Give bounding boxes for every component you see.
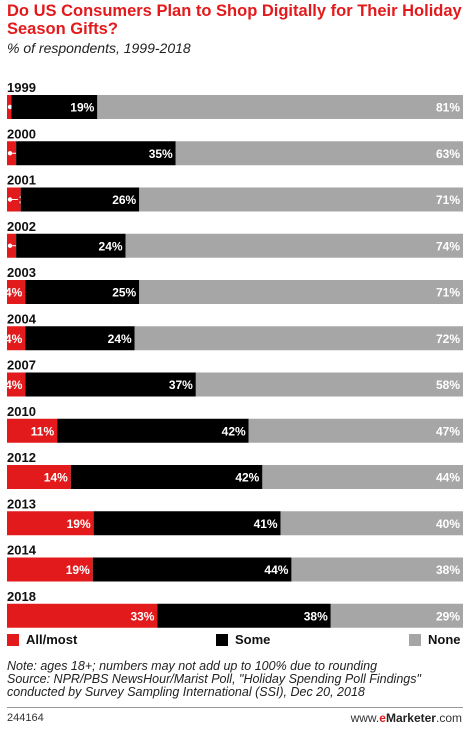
- bar-all-most-2004: [7, 326, 26, 351]
- chart-id: 244164: [7, 712, 44, 724]
- year-label-2000: 2000: [7, 126, 36, 141]
- value-label-some-2014: 44%: [264, 563, 288, 577]
- value-label-some-2018: 38%: [304, 609, 328, 623]
- bar-some-2013: [93, 511, 281, 536]
- brand-prefix: www.: [350, 711, 380, 725]
- bar-none-2004: [134, 326, 463, 351]
- bar-some-2004: [25, 326, 135, 351]
- year-label-2012: 2012: [7, 450, 36, 465]
- source-line-2: conducted by Survey Sampling Internation…: [7, 685, 365, 700]
- value-label-all-most-2004: 4%: [5, 332, 23, 346]
- year-label-2001: 2001: [7, 173, 36, 188]
- year-label-2014: 2014: [7, 543, 37, 558]
- bar-some-2014: [92, 557, 292, 582]
- legend-label-all-most: All/most: [26, 632, 78, 647]
- value-label-some-2001: 26%: [112, 193, 136, 207]
- value-label-none-2018: 29%: [436, 609, 460, 623]
- legend-swatch-none: [409, 633, 421, 646]
- year-label-2018: 2018: [7, 589, 36, 604]
- legend-label-some: Some: [235, 632, 271, 647]
- value-label-some-2000: 35%: [149, 147, 173, 161]
- value-label-some-2003: 25%: [112, 286, 136, 300]
- chart-title: Do US Consumers Plan to Shop Digitally f…: [7, 2, 462, 38]
- bar-none-2012: [262, 465, 463, 489]
- chart-subtitle: % of respondents, 1999-2018: [7, 40, 191, 56]
- legend-item-none: None: [409, 632, 461, 647]
- value-label-none-1999: 81%: [436, 101, 460, 115]
- bar-none-2002: [125, 233, 463, 258]
- stacked-bar-chart: 19991%19%81%20002%35%63%20013%26%71%2002…: [5, 80, 464, 628]
- value-label-none-2012: 44%: [436, 471, 460, 485]
- legend-swatch-some: [216, 633, 228, 646]
- value-label-some-2007: 37%: [169, 378, 193, 392]
- bar-all-most-2012: [7, 465, 71, 489]
- bar-some-1999: [11, 95, 98, 119]
- value-label-some-2013: 41%: [254, 517, 278, 531]
- value-label-none-2004: 72%: [436, 332, 460, 346]
- bar-all-most-2018: [7, 603, 158, 628]
- bar-none-2013: [280, 511, 463, 536]
- legend-item-all-most: All/most: [7, 632, 77, 647]
- note-text: Note: ages 18+; numbers may not add up t…: [7, 659, 378, 673]
- bar-some-2010: [57, 418, 249, 443]
- value-label-none-2000: 63%: [436, 147, 460, 161]
- value-label-none-2014: 38%: [436, 563, 460, 577]
- year-label-2004: 2004: [7, 311, 37, 326]
- bar-none-2001: [139, 187, 464, 212]
- bar-none-2018: [330, 603, 463, 628]
- brand-name: Marketer: [385, 711, 436, 725]
- bar-all-most-2007: [7, 372, 26, 397]
- value-label-some-2004: 24%: [108, 332, 132, 346]
- value-label-all-most-2003: 4%: [5, 286, 23, 300]
- bar-some-2001: [20, 187, 140, 212]
- value-label-none-2007: 58%: [436, 378, 460, 392]
- brand-link[interactable]: www.eMarketer.com: [351, 711, 462, 725]
- source-line-1: Source: NPR/PBS NewsHour/Marist Poll, "H…: [7, 672, 421, 687]
- year-label-1999: 1999: [7, 80, 36, 95]
- value-label-none-2001: 71%: [436, 193, 460, 207]
- value-label-some-1999: 19%: [70, 101, 94, 115]
- value-label-all-most-2014: 19%: [66, 563, 90, 577]
- legend-item-some: Some: [216, 632, 270, 647]
- value-label-all-most-2018: 33%: [130, 609, 154, 623]
- value-label-none-2003: 71%: [436, 286, 460, 300]
- year-label-2010: 2010: [7, 404, 36, 419]
- value-label-all-most-2007: 4%: [5, 378, 23, 392]
- legend-label-none: None: [428, 632, 461, 647]
- bar-none-1999: [97, 95, 463, 119]
- bar-some-2007: [25, 372, 196, 397]
- footnote: Note: ages 18+; numbers may not add up t…: [7, 659, 462, 700]
- year-label-2003: 2003: [7, 265, 36, 280]
- bar-some-2002: [16, 233, 126, 258]
- year-label-2002: 2002: [7, 219, 36, 234]
- year-label-2007: 2007: [7, 358, 36, 373]
- value-label-all-most-2013: 19%: [67, 517, 91, 531]
- bar-some-2003: [25, 280, 140, 304]
- bar-all-most-2010: [7, 418, 58, 443]
- bar-none-2014: [291, 557, 463, 582]
- bar-all-most-2014: [7, 557, 93, 582]
- value-label-none-2010: 47%: [436, 424, 460, 438]
- brand-e: e: [379, 711, 386, 725]
- value-label-some-2002: 24%: [99, 239, 123, 253]
- bar-some-2000: [16, 141, 176, 166]
- bar-some-2012: [70, 465, 263, 489]
- bar-all-most-2003: [7, 280, 26, 304]
- value-label-some-2010: 42%: [222, 424, 246, 438]
- bar-none-2000: [175, 141, 463, 166]
- brand-suffix: .com: [435, 711, 462, 725]
- bar-none-2007: [195, 372, 463, 397]
- year-label-2013: 2013: [7, 496, 36, 511]
- bar-some-2018: [157, 603, 331, 628]
- bar-none-2003: [139, 280, 464, 304]
- value-label-all-most-2012: 14%: [44, 471, 68, 485]
- legend-swatch-all-most: [7, 633, 19, 646]
- value-label-none-2002: 74%: [436, 239, 460, 253]
- footer-divider: [7, 707, 463, 708]
- bar-all-most-2013: [7, 511, 94, 536]
- bar-none-2010: [248, 418, 463, 443]
- value-label-all-most-2010: 11%: [31, 424, 55, 438]
- value-label-none-2013: 40%: [436, 517, 460, 531]
- value-label-some-2012: 42%: [235, 471, 259, 485]
